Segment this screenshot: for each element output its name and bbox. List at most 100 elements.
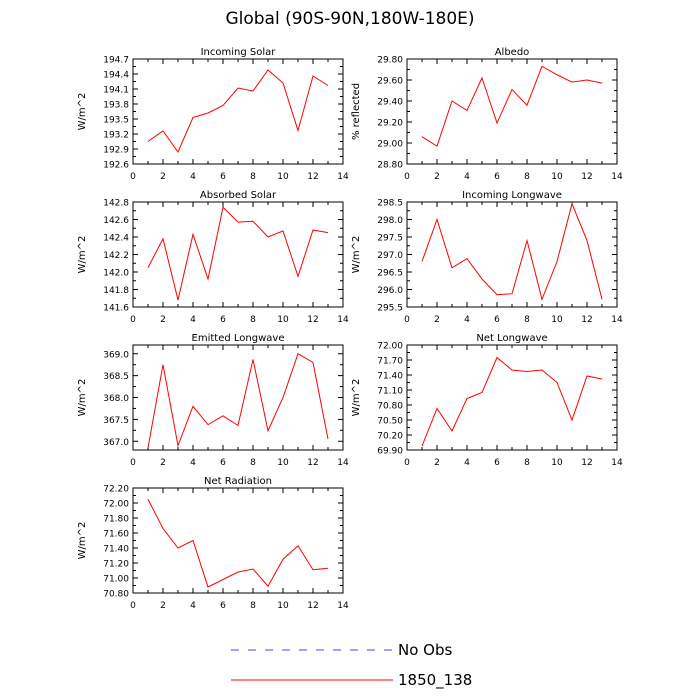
y-tick-label: 72.20 bbox=[103, 485, 129, 495]
y-axis-label: W/m^2 bbox=[351, 379, 362, 417]
x-tick-label: 0 bbox=[130, 601, 136, 611]
x-tick-label: 4 bbox=[190, 172, 196, 182]
y-tick-label: 71.80 bbox=[103, 515, 129, 525]
x-tick-label: 0 bbox=[130, 458, 136, 468]
legend-label-2: 1850_138 bbox=[398, 671, 472, 690]
x-tick-label: 6 bbox=[220, 315, 226, 325]
x-tick-label: 4 bbox=[464, 458, 470, 468]
series-line-1850_138 bbox=[147, 499, 329, 588]
series-line-1850_138 bbox=[147, 206, 329, 301]
y-tick-label: 28.80 bbox=[377, 161, 403, 171]
y-tick-label: 367.5 bbox=[103, 416, 129, 426]
plot-frame bbox=[132, 344, 344, 451]
x-tick-label: 12 bbox=[307, 458, 318, 468]
x-tick-label: 6 bbox=[220, 458, 226, 468]
plot-frame bbox=[132, 201, 344, 308]
x-tick-label: 8 bbox=[524, 315, 530, 325]
x-tick-label: 10 bbox=[551, 458, 563, 468]
x-tick-label: 12 bbox=[307, 315, 318, 325]
plot-frame bbox=[132, 487, 344, 594]
panel-7: Net Radiation W/m^2 0 2 4 6 8 10 12 14 70.80 71.00 7… bbox=[77, 476, 349, 611]
y-tick-label: 193.8 bbox=[103, 101, 129, 111]
y-tick-label: 29.60 bbox=[377, 77, 403, 87]
series-line-1850_138 bbox=[421, 202, 603, 301]
x-tick-label: 2 bbox=[434, 458, 440, 468]
x-tick-label: 6 bbox=[220, 172, 226, 182]
x-tick-label: 14 bbox=[337, 601, 349, 611]
y-tick-label: 71.60 bbox=[103, 530, 129, 540]
panel-1: Incoming Solar W/m^2 0 2 4 6 8 10 12 14 192.6 192.9… bbox=[77, 47, 349, 182]
y-tick-label: 29.00 bbox=[377, 140, 403, 150]
y-tick-label: 29.80 bbox=[377, 56, 403, 66]
x-tick-label: 8 bbox=[524, 458, 530, 468]
x-tick-label: 10 bbox=[277, 601, 289, 611]
y-tick-label: 295.5 bbox=[377, 304, 403, 314]
panel-6: Net Longwave W/m^2 0 2 4 6 8 10 12 14 69.90 70.20 70… bbox=[351, 333, 623, 468]
x-tick-label: 4 bbox=[464, 315, 470, 325]
y-tick-label: 368.0 bbox=[103, 394, 129, 404]
y-tick-label: 72.00 bbox=[103, 500, 129, 510]
y-tick-label: 71.10 bbox=[377, 387, 403, 397]
series-line-1850_138 bbox=[421, 65, 603, 147]
y-tick-label: 141.6 bbox=[103, 304, 129, 314]
x-tick-label: 14 bbox=[611, 458, 623, 468]
panel-3: Absorbed Solar W/m^2 0 2 4 6 8 10 12 14 141.6 141.8… bbox=[77, 190, 349, 325]
x-tick-label: 14 bbox=[337, 172, 349, 182]
y-axis-label: W/m^2 bbox=[77, 379, 88, 417]
figure-title: Global (90S-90N,180W-180E) bbox=[225, 9, 475, 29]
x-tick-label: 8 bbox=[250, 315, 256, 325]
y-tick-label: 141.8 bbox=[103, 286, 129, 296]
x-tick-label: 8 bbox=[250, 172, 256, 182]
panel-title: Incoming Longwave bbox=[462, 190, 562, 201]
x-tick-label: 8 bbox=[250, 601, 256, 611]
y-tick-label: 142.8 bbox=[103, 199, 129, 209]
x-tick-label: 2 bbox=[434, 315, 440, 325]
y-tick-label: 70.50 bbox=[377, 417, 403, 427]
x-tick-label: 4 bbox=[464, 172, 470, 182]
panel-4: Incoming Longwave W/m^2 0 2 4 6 8 10 12 14 295.5 29… bbox=[351, 190, 623, 325]
x-tick-label: 2 bbox=[434, 172, 440, 182]
y-tick-label: 194.7 bbox=[103, 56, 129, 66]
x-tick-label: 6 bbox=[220, 601, 226, 611]
panel-title: Net Radiation bbox=[204, 476, 272, 487]
y-tick-label: 29.40 bbox=[377, 98, 403, 108]
y-tick-label: 367.0 bbox=[103, 438, 129, 448]
y-tick-label: 297.5 bbox=[377, 234, 403, 244]
x-tick-label: 12 bbox=[307, 172, 318, 182]
panel-title: Emitted Longwave bbox=[192, 333, 285, 344]
plot-frame bbox=[132, 58, 344, 165]
y-tick-label: 142.2 bbox=[103, 251, 129, 261]
y-tick-label: 192.9 bbox=[103, 146, 129, 156]
x-tick-label: 0 bbox=[130, 315, 136, 325]
y-axis-label: W/m^2 bbox=[77, 236, 88, 274]
y-tick-label: 194.1 bbox=[103, 86, 129, 96]
y-tick-label: 71.40 bbox=[377, 372, 403, 382]
panel-title: Albedo bbox=[495, 47, 530, 58]
x-tick-label: 2 bbox=[160, 172, 166, 182]
y-tick-label: 71.20 bbox=[103, 560, 129, 570]
y-tick-label: 71.40 bbox=[103, 545, 129, 555]
series-line-1850_138 bbox=[147, 353, 329, 448]
series-line-1850_138 bbox=[147, 69, 329, 154]
y-tick-label: 142.4 bbox=[103, 234, 129, 244]
y-tick-label: 72.00 bbox=[377, 342, 403, 352]
y-tick-label: 369.0 bbox=[103, 350, 129, 360]
y-axis-label: W/m^2 bbox=[351, 236, 362, 274]
x-tick-label: 14 bbox=[611, 315, 623, 325]
y-tick-label: 194.4 bbox=[103, 71, 129, 81]
x-tick-label: 10 bbox=[277, 172, 289, 182]
x-tick-label: 2 bbox=[160, 458, 166, 468]
x-tick-label: 0 bbox=[404, 458, 410, 468]
x-tick-label: 6 bbox=[494, 315, 500, 325]
legend: No Obs 1850_138 bbox=[231, 641, 472, 690]
x-tick-label: 10 bbox=[277, 315, 289, 325]
x-tick-label: 0 bbox=[130, 172, 136, 182]
y-axis-label: % reflected bbox=[351, 83, 362, 140]
panel-title: Incoming Solar bbox=[201, 47, 277, 58]
x-tick-label: 8 bbox=[250, 458, 256, 468]
plot-frame bbox=[406, 344, 618, 451]
x-tick-label: 12 bbox=[307, 601, 318, 611]
y-tick-label: 71.00 bbox=[103, 575, 129, 585]
y-tick-label: 296.5 bbox=[377, 269, 403, 279]
